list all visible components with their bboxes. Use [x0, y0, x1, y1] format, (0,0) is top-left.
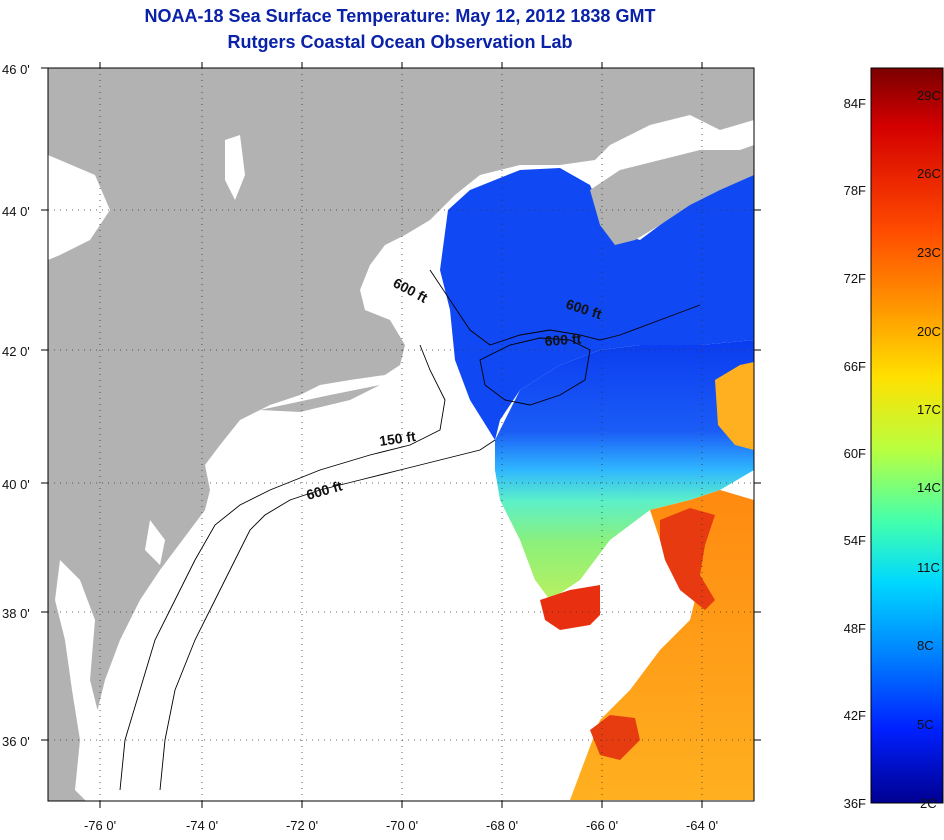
- land-long-island: [260, 385, 380, 412]
- sst-warm-filament: [540, 585, 615, 630]
- lat-tick-label: 40 0': [2, 477, 30, 492]
- map-subtitle: Rutgers Coastal Ocean Observation Lab: [227, 32, 573, 52]
- land-nova-scotia: [590, 145, 754, 245]
- map-title: NOAA-18 Sea Surface Temperature: May 12,…: [144, 6, 656, 26]
- bay-delaware: [145, 520, 165, 565]
- colorbar-c-label: 29C: [917, 88, 941, 103]
- contour-label-4: 150 ft: [378, 428, 417, 449]
- sst-cold-gulf-of-maine: [440, 155, 754, 440]
- lon-tick-label: -74 0': [186, 818, 218, 833]
- lat-tick-label: 46 0': [2, 62, 30, 77]
- colorbar-c-label: 26C: [917, 166, 941, 181]
- sst-slope-water: [495, 340, 754, 600]
- sst-gulf-stream-core: [660, 508, 715, 610]
- colorbar-c-label: 14C: [917, 480, 941, 495]
- contour-600ft-gulf: [429, 269, 701, 346]
- cloud-gap: [600, 555, 660, 650]
- colorbar-c-label: 11C: [917, 560, 940, 575]
- colorbar-f-label: 36F: [844, 796, 866, 811]
- colorbar-c-label: 23C: [917, 245, 941, 260]
- lon-tick-label: -70 0': [386, 818, 418, 833]
- lake-ontario-edge: [48, 155, 110, 260]
- lon-tick-label: -72 0': [286, 818, 318, 833]
- colorbar-f-label: 42F: [844, 708, 866, 723]
- lat-tick-label: 38 0': [2, 606, 30, 621]
- axis-ticks: [41, 62, 761, 808]
- land-north-america: [48, 68, 754, 801]
- lon-tick-label: -68 0': [486, 818, 518, 833]
- colorbar-f-label: 60F: [844, 446, 866, 461]
- bay-chesapeake: [55, 560, 100, 800]
- colorbar-f-label: 66F: [844, 359, 866, 374]
- contour-600ft-shelf: [159, 439, 496, 791]
- lon-tick-label: -64 0': [686, 818, 718, 833]
- contour-600ft-georges: [479, 337, 591, 406]
- colorbar-c-label: 17C: [917, 402, 941, 417]
- colorbar-f-label: 84F: [844, 96, 866, 111]
- contour-150ft: [119, 344, 446, 791]
- sst-warm-core-south: [590, 715, 640, 760]
- lat-tick-label: 36 0': [2, 734, 30, 749]
- sst-warm-eddy-east: [715, 362, 754, 450]
- lake-champlain: [225, 135, 245, 200]
- contour-label-3: 600 ft: [544, 330, 582, 349]
- lat-tick-label: 42 0': [2, 344, 30, 359]
- colorbar-c-label: 2C: [920, 796, 937, 811]
- colorbar-f-label: 72F: [844, 271, 866, 286]
- colorbar-c-label: 8C: [917, 638, 934, 653]
- colorbar-f-label: 54F: [844, 533, 866, 548]
- lon-tick-label: -66 0': [586, 818, 618, 833]
- colorbar-c-label: 20C: [917, 324, 941, 339]
- colorbar-f-label: 48F: [844, 621, 866, 636]
- lat-tick-label: 44 0': [2, 204, 30, 219]
- colorbar-c-label: 5C: [917, 717, 934, 732]
- graticule: [48, 68, 754, 801]
- lon-tick-label: -76 0': [84, 818, 116, 833]
- colorbar-f-label: 78F: [844, 183, 866, 198]
- colorbar: [870, 67, 944, 804]
